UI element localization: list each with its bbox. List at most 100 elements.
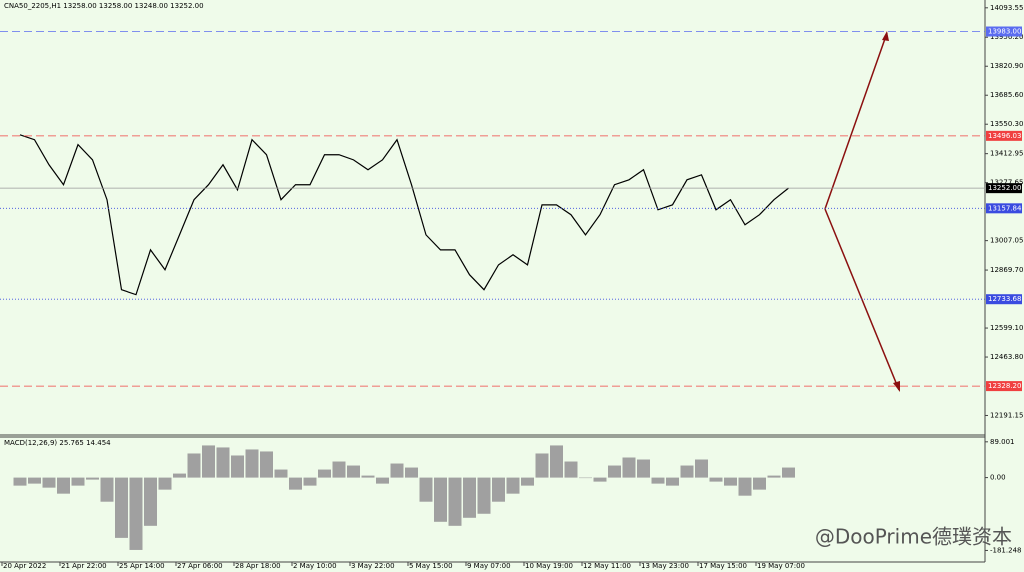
macd-bar bbox=[782, 467, 795, 478]
macd-bar bbox=[579, 477, 592, 479]
macd-bar bbox=[521, 477, 534, 486]
arrow-up bbox=[824, 32, 888, 210]
x-tick-label: 27 Apr 06:00 bbox=[177, 562, 223, 570]
macd-bar bbox=[709, 477, 723, 482]
macd-bar bbox=[767, 475, 781, 478]
level-label: 13157.84 bbox=[988, 204, 1022, 212]
y-tick-label: 12599.10 bbox=[990, 324, 1023, 332]
macd-bar bbox=[115, 477, 128, 538]
x-tick-label: 20 Apr 2022 bbox=[3, 562, 46, 570]
macd-bar bbox=[289, 477, 302, 490]
x-tick-label: 9 May 07:00 bbox=[467, 562, 511, 570]
y-tick-label: 13277.65 bbox=[990, 179, 1023, 187]
macd-bar bbox=[477, 477, 491, 514]
macd-bar bbox=[173, 473, 186, 478]
macd-bar bbox=[28, 477, 41, 484]
x-tick-label: 25 Apr 14:00 bbox=[119, 562, 165, 570]
macd-bar bbox=[463, 477, 476, 518]
macd-bar bbox=[593, 477, 607, 482]
macd-bar bbox=[434, 477, 447, 522]
y-tick-label: 13007.05 bbox=[990, 237, 1023, 245]
macd-bar bbox=[651, 477, 665, 484]
level-label: 12733.68 bbox=[988, 295, 1021, 303]
macd-title: MACD(12,26,9) 25.765 14.454 bbox=[4, 439, 111, 447]
macd-bar bbox=[753, 477, 766, 490]
y-tick-label: 12869.70 bbox=[990, 266, 1023, 274]
macd-bar bbox=[245, 449, 259, 478]
level-label-box bbox=[986, 203, 1022, 214]
watermark: @DooPrime德璞资本 bbox=[815, 525, 1012, 549]
macd-bar bbox=[535, 453, 549, 478]
y-tick-label: 13820.90 bbox=[990, 62, 1023, 70]
y-tick-label: 13412.95 bbox=[990, 150, 1023, 158]
macd-bar bbox=[738, 477, 752, 496]
macd-bar bbox=[506, 477, 520, 494]
macd-bar bbox=[158, 477, 172, 490]
x-tick-label: 2 May 10:00 bbox=[293, 562, 337, 570]
y-tick-label: 89.001 bbox=[990, 438, 1015, 446]
x-tick-label: 13 May 23:00 bbox=[641, 562, 689, 570]
x-tick-label: 12 May 11:00 bbox=[583, 562, 631, 570]
macd-bar bbox=[71, 477, 85, 486]
y-tick-label: 12191.15 bbox=[990, 411, 1023, 419]
arrow-head bbox=[882, 31, 889, 41]
chart-title: CNA50_2205,H1 13258.00 13258.00 13248.00… bbox=[4, 2, 204, 10]
macd-bar bbox=[608, 465, 621, 478]
y-tick-label: 13956.20 bbox=[990, 33, 1023, 41]
macd-bar bbox=[695, 459, 708, 478]
y-tick-label: 13685.60 bbox=[990, 91, 1023, 99]
macd-bar bbox=[564, 461, 578, 478]
macd-bar bbox=[144, 477, 157, 526]
macd-bar bbox=[347, 465, 360, 478]
macd-bar bbox=[42, 477, 56, 488]
level-label: 12328.20 bbox=[988, 382, 1021, 390]
macd-bar bbox=[622, 457, 636, 478]
y-tick-label: 12463.80 bbox=[990, 353, 1023, 361]
x-tick-label: 21 Apr 22:00 bbox=[61, 562, 107, 570]
level-label-box bbox=[986, 381, 1022, 392]
macd-bar bbox=[492, 477, 505, 502]
macd-bar bbox=[57, 477, 70, 494]
macd-bar bbox=[550, 445, 563, 478]
macd-bar bbox=[86, 477, 99, 480]
macd-bar bbox=[274, 469, 288, 478]
y-tick-label: -181.248 bbox=[990, 546, 1021, 554]
x-tick-label: 28 Apr 18:00 bbox=[235, 562, 281, 570]
arrow-head bbox=[893, 381, 900, 392]
macd-bar bbox=[680, 465, 694, 478]
macd-bar bbox=[448, 477, 462, 526]
macd-bar bbox=[202, 445, 215, 478]
x-tick-label: 5 May 15:00 bbox=[409, 562, 453, 570]
price-line bbox=[19, 134, 789, 296]
y-tick-label: 14093.55 bbox=[990, 4, 1023, 12]
x-tick-label: 19 May 07:00 bbox=[757, 562, 805, 570]
macd-bar bbox=[260, 451, 273, 478]
level-label-box bbox=[986, 183, 1022, 194]
macd-bar bbox=[231, 455, 244, 478]
macd-bar bbox=[216, 447, 230, 478]
macd-bar bbox=[419, 477, 433, 502]
macd-bar bbox=[390, 463, 404, 478]
level-label-box bbox=[986, 26, 1022, 37]
level-label-box bbox=[986, 130, 1022, 141]
macd-bar bbox=[637, 459, 650, 478]
y-tick-label: 13550.30 bbox=[990, 120, 1023, 128]
x-tick-label: 17 May 15:00 bbox=[699, 562, 747, 570]
macd-bar bbox=[303, 477, 317, 486]
level-label: 13496.03 bbox=[988, 132, 1021, 140]
macd-bar bbox=[666, 477, 679, 486]
macd-bar bbox=[129, 477, 143, 550]
level-label: 13252.00 bbox=[988, 184, 1021, 192]
macd-bar bbox=[332, 461, 346, 478]
macd-bar bbox=[187, 453, 201, 478]
level-label: 13983.00 bbox=[988, 28, 1021, 36]
level-label-box bbox=[986, 294, 1022, 305]
macd-bar bbox=[724, 477, 737, 486]
y-tick-label: 0.00 bbox=[990, 474, 1006, 482]
macd-bar bbox=[100, 477, 114, 502]
x-tick-label: 3 May 22:00 bbox=[351, 562, 395, 570]
macd-bar bbox=[405, 467, 418, 478]
x-tick-label: 10 May 19:00 bbox=[525, 562, 573, 570]
